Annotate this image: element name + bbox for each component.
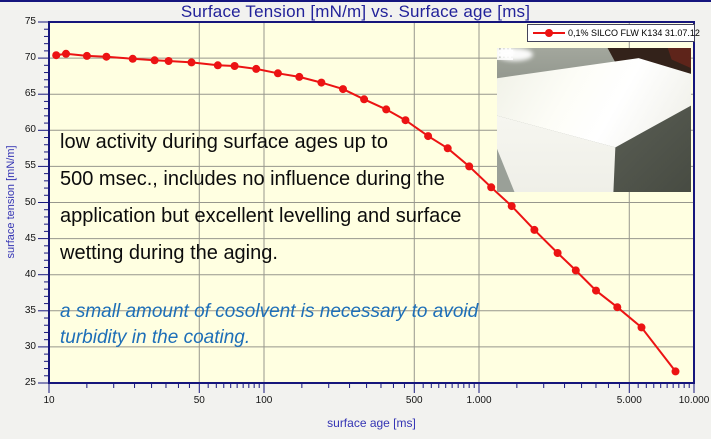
window-top-border (0, 0, 711, 2)
data-point (382, 105, 391, 114)
data-point (62, 49, 70, 58)
annotation-line: 500 msec., includes no influence during … (60, 168, 445, 190)
data-point (339, 85, 347, 94)
x-tick-label: 10 (43, 395, 55, 406)
chart-title: Surface Tension [mN/m] vs. Surface age [… (180, 2, 531, 21)
legend-dot-icon (545, 29, 553, 37)
x-axis-title: surface age [ms] (327, 416, 416, 430)
annotation-black-note: low activity during surface ages up to 5… (60, 124, 461, 272)
annotation-line: wetting during the aging. (60, 242, 278, 264)
data-point (213, 61, 222, 70)
data-point (553, 249, 562, 257)
y-tick-label: 25 (24, 377, 36, 388)
x-tick-label: 5.000 (616, 395, 642, 406)
photo-window-reflection (497, 48, 513, 60)
y-tick-label: 55 (24, 160, 36, 172)
data-point (273, 69, 282, 78)
x-tick-label: 50 (193, 395, 205, 406)
data-point (128, 54, 137, 63)
data-point (52, 51, 61, 60)
data-point (317, 78, 326, 87)
data-point (465, 162, 474, 171)
annotation-line: low activity during surface ages up to (60, 131, 388, 153)
x-tick-label: 500 (405, 395, 423, 406)
data-point (592, 286, 600, 295)
data-point (613, 303, 622, 312)
x-tick-label: 1.000 (466, 395, 492, 406)
y-tick-label: 60 (24, 124, 36, 136)
data-point (487, 183, 496, 192)
data-point (637, 323, 646, 332)
data-point (671, 367, 680, 376)
legend-series-marker-icon (533, 29, 565, 37)
y-tick-label: 30 (24, 340, 36, 352)
data-point (530, 225, 539, 234)
x-tick-label: 100 (255, 395, 273, 406)
legend: 0,1% SILCO FLW K134 31.07.12 (527, 24, 700, 42)
data-point (401, 116, 410, 125)
y-tick-label: 75 (24, 16, 36, 27)
data-point (424, 132, 433, 141)
data-point (102, 52, 111, 61)
annotation-line: turbidity in the coating. (60, 327, 251, 348)
data-point (150, 56, 159, 65)
data-point (164, 57, 173, 65)
data-point (443, 144, 452, 153)
data-point (295, 72, 304, 81)
x-tick-label: 10.000 (678, 395, 710, 406)
y-tick-label: 40 (24, 268, 36, 280)
data-point (571, 266, 580, 275)
y-tick-label: 70 (24, 52, 36, 64)
y-tick-label: 50 (24, 196, 36, 208)
data-point (187, 58, 196, 67)
legend-label: 0,1% SILCO FLW K134 31.07.12 (568, 28, 700, 38)
data-point (252, 64, 261, 73)
annotation-line: application but excellent levelling and … (60, 205, 462, 227)
plot-border (48, 21, 695, 384)
inset-photo (497, 48, 691, 192)
annotation-blue-note: a small amount of cosolvent is necessary… (60, 299, 478, 351)
annotation-line: a small amount of cosolvent is necessary… (60, 301, 479, 322)
y-tick-label: 65 (24, 88, 36, 100)
y-tick-label: 35 (24, 304, 36, 316)
data-point (230, 62, 239, 70)
data-point (360, 95, 369, 104)
data-point (507, 202, 516, 211)
y-tick-label: 45 (24, 232, 36, 244)
data-point (82, 51, 91, 60)
